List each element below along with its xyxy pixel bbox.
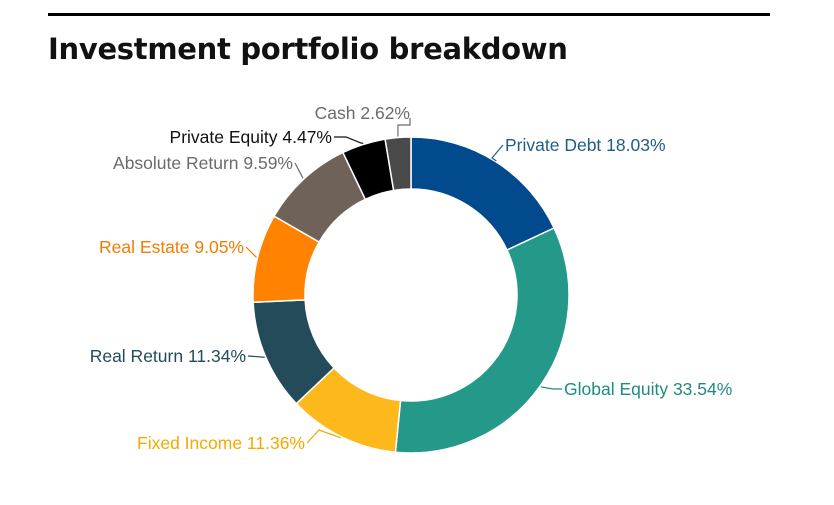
label-absolute-return: Absolute Return 9.59% <box>113 153 293 173</box>
leader-line-private-equity <box>334 136 364 144</box>
chart-title: Investment portfolio breakdown <box>48 32 568 66</box>
leader-line-cash <box>397 118 411 137</box>
label-private-debt: Private Debt 18.03% <box>505 135 666 155</box>
label-real-estate: Real Estate 9.05% <box>99 237 244 257</box>
leader-line-global-equity <box>540 386 562 390</box>
leader-line-real-return <box>247 355 265 358</box>
label-global-equity: Global Equity 33.54% <box>564 379 732 399</box>
leader-line-private-debt <box>491 144 504 162</box>
top-rule <box>48 13 770 16</box>
label-private-equity: Private Equity 4.47% <box>170 127 332 147</box>
leader-line-fixed-income <box>306 429 342 444</box>
leader-line-real-estate <box>245 246 257 258</box>
label-fixed-income: Fixed Income 11.36% <box>137 433 305 453</box>
label-cash: Cash 2.62% <box>315 103 410 123</box>
leader-line-absolute-return <box>294 162 304 179</box>
label-real-return: Real Return 11.34% <box>90 346 246 366</box>
slice-global-equity <box>394 226 570 454</box>
slice-cash <box>384 136 412 192</box>
